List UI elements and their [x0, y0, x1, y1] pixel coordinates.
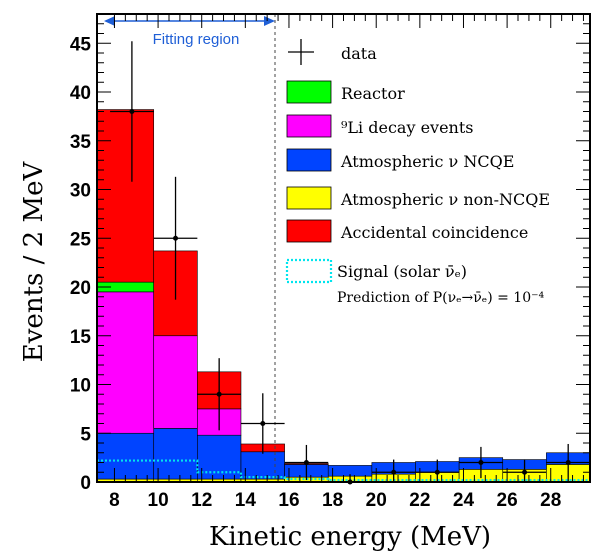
x-tick-label-24: 24: [453, 490, 475, 511]
x-axis-label: Kinetic energy (MeV): [209, 522, 491, 552]
y-tick-label-25: 25: [70, 229, 92, 250]
y-tick-label-15: 15: [70, 327, 92, 348]
fitting-region-arrow-left: [104, 16, 115, 26]
y-tick-label-0: 0: [80, 473, 91, 494]
x-tick-label-10: 10: [148, 490, 169, 511]
y-tick-label-45: 45: [70, 34, 92, 55]
data-point-3: [240, 393, 285, 454]
legend-entry-2: ⁹Li decay events: [286, 114, 474, 138]
bar-li9-1: [153, 335, 198, 429]
x-tick-label-28: 28: [540, 490, 561, 511]
x-tick-label-8: 8: [109, 490, 120, 511]
legend-entry-1: Reactor: [286, 80, 405, 104]
fitting-region: Fitting region: [104, 14, 276, 482]
data-point-marker-0: [129, 109, 135, 114]
legend-swatch: [285, 258, 333, 284]
y-tick-label-20: 20: [70, 278, 91, 299]
bar-accidental-0: [96, 109, 155, 283]
x-axis-ticks: 8 10 12 14 16 18 20 22 24 26 28: [109, 14, 584, 511]
x-tick-label-22: 22: [409, 490, 430, 511]
fitting-region-arrow-right: [264, 16, 275, 26]
data-point-2: [197, 358, 241, 431]
data-point-marker-1: [173, 235, 179, 241]
x-tick-label-26: 26: [497, 490, 518, 511]
y-axis-ticks: 0 5 10 15 20 25 30 35 40 45: [70, 23, 590, 494]
legend-label-1: Reactor: [341, 84, 405, 103]
y-tick-label-40: 40: [70, 83, 91, 104]
fitting-region-label: Fitting region: [153, 31, 240, 48]
data-point-marker-8: [478, 460, 484, 465]
y-tick-label-35: 35: [70, 132, 92, 153]
bar-li9-0: [96, 291, 155, 434]
data-point-marker-4: [303, 460, 309, 465]
data-point-6: [371, 459, 416, 482]
data-point-marker-3: [260, 421, 266, 426]
x-tick-label-16: 16: [278, 490, 299, 511]
legend-label-4: Atmospheric ν non-NCQE: [340, 190, 550, 209]
data-point-10: [546, 443, 590, 482]
legend: data Reactor ⁹Li decay events Atmospheric ν…: [285, 39, 550, 306]
legend-swatch: [286, 114, 332, 138]
y-axis-label: Events / 2 MeV: [19, 161, 49, 363]
bar-ncqe-3: [240, 451, 285, 480]
legend-label-0: data: [341, 44, 377, 63]
data-point-marker-7: [434, 469, 440, 475]
data-point-marker-2: [216, 391, 222, 397]
legend-entry-3: Atmospheric ν NCQE: [286, 148, 514, 172]
data-point-marker-6: [391, 469, 397, 475]
bar-ncqe-0: [96, 432, 155, 480]
data-point-9: [502, 459, 547, 482]
data-point-marker-9: [522, 469, 528, 475]
bar-ncqe-1: [153, 428, 198, 480]
legend-label-2: ⁹Li decay events: [341, 118, 474, 137]
legend-entry-5: Accidental coincidence: [286, 219, 528, 243]
legend-label-3: Atmospheric ν NCQE: [340, 152, 514, 171]
legend-entry-0: data: [288, 39, 377, 65]
data-point-7: [415, 459, 460, 482]
legend-swatch: [286, 80, 332, 104]
data-point-marker-10: [565, 460, 571, 465]
data-point-0: [110, 41, 154, 182]
x-tick-label-14: 14: [235, 490, 257, 511]
x-tick-label-20: 20: [366, 490, 387, 511]
legend-entry-6: Signal (solar ν̄ₑ): [285, 258, 467, 284]
legend-swatch: [286, 219, 332, 243]
y-tick-label-10: 10: [70, 376, 91, 397]
legend-swatch: [286, 148, 332, 172]
y-tick-label-5: 5: [80, 424, 91, 445]
legend-label-5: Accidental coincidence: [340, 223, 528, 242]
legend-signal-note: Prediction of P(νₑ→ν̄ₑ) = 10⁻⁴: [337, 290, 545, 306]
data-point-8: [459, 446, 503, 479]
data-point-4: [284, 444, 329, 481]
legend-swatch: [286, 186, 332, 210]
legend-label-6: Signal (solar ν̄ₑ): [337, 262, 467, 281]
legend-entry-4: Atmospheric ν non-NCQE: [286, 186, 550, 210]
y-tick-label-30: 30: [70, 181, 91, 202]
x-tick-label-18: 18: [322, 490, 343, 511]
data-point-1: [153, 176, 198, 300]
x-tick-label-12: 12: [191, 490, 212, 511]
